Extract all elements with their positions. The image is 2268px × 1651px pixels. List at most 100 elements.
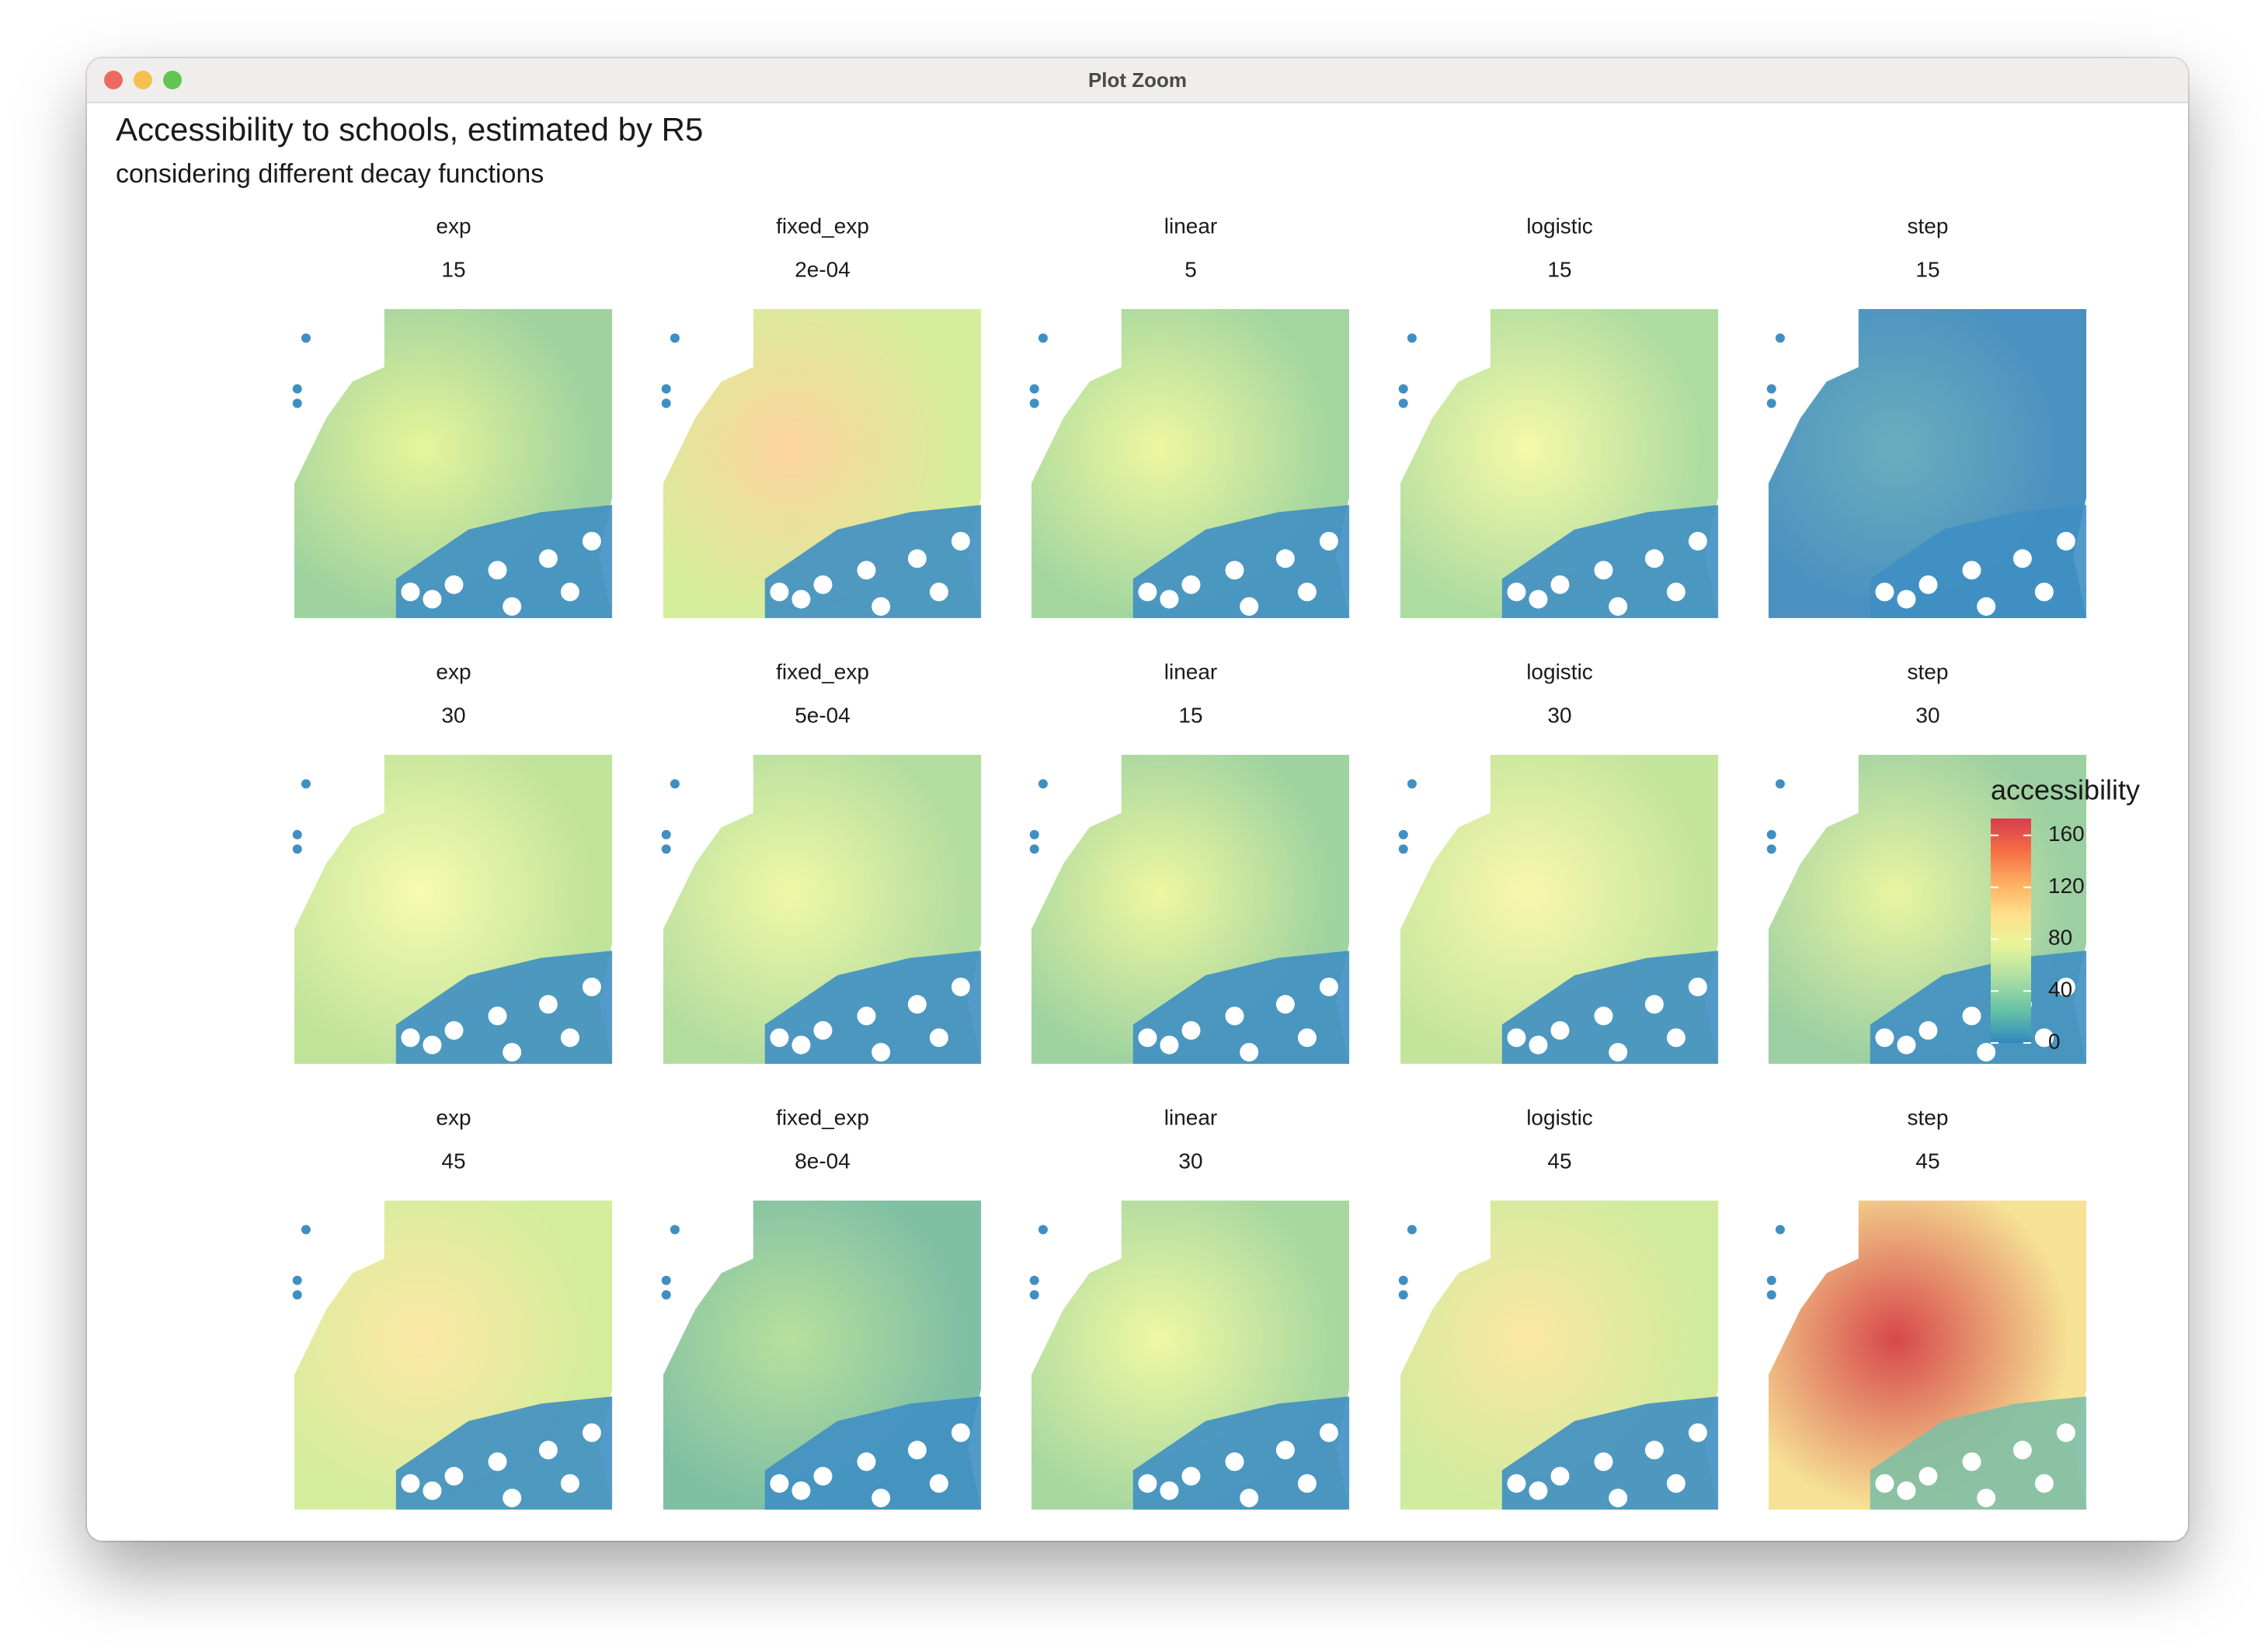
strip-label: 5 <box>1184 257 1197 281</box>
map-gap <box>560 1028 579 1048</box>
map-cell <box>661 1290 671 1300</box>
map-gap <box>1225 1452 1244 1472</box>
map-panel <box>292 1201 613 1510</box>
map-cell <box>1038 1225 1048 1235</box>
map-gap <box>1962 561 1981 580</box>
map-cell <box>670 333 680 343</box>
map-gap <box>1594 1452 1613 1472</box>
map-gap <box>582 531 601 551</box>
map-gap <box>1977 1488 1996 1507</box>
map-gap <box>1240 1042 1259 1062</box>
zoom-button[interactable] <box>163 71 182 89</box>
map-gap <box>791 1481 811 1500</box>
map-gap <box>1181 1466 1201 1486</box>
strip-label: linear <box>1164 659 1217 683</box>
strip-label: step <box>1908 659 1949 683</box>
map-gap <box>1138 582 1157 602</box>
map-gap <box>1275 995 1295 1014</box>
map-gap <box>538 549 558 568</box>
map-cell <box>301 1225 311 1235</box>
map-panel <box>1766 309 2087 618</box>
strip-label: 15 <box>1915 257 1939 281</box>
map-cell <box>1766 1275 1776 1285</box>
map-gap <box>1666 582 1685 602</box>
map-gap <box>582 1423 601 1442</box>
map-gap <box>1529 1481 1548 1500</box>
map-gap <box>2034 1028 2054 1048</box>
strip-label: 15 <box>441 257 465 281</box>
strip-label: 45 <box>1915 1149 1939 1173</box>
map-gap <box>857 561 876 580</box>
map-gap <box>488 1006 507 1026</box>
map-gap <box>1138 1474 1157 1493</box>
map-cell <box>1775 779 1785 789</box>
map-gap <box>1507 1028 1526 1048</box>
map-gap <box>1297 582 1317 602</box>
map-cell <box>292 844 302 854</box>
map-gap <box>488 1452 507 1472</box>
colorbar <box>1991 819 2031 1043</box>
map-gap <box>401 1028 420 1048</box>
map-cell <box>1029 1290 1039 1300</box>
map-cell <box>1775 333 1785 343</box>
close-button[interactable] <box>104 71 123 89</box>
map-cell <box>292 1275 302 1285</box>
map-gap <box>503 1042 522 1062</box>
map-gap <box>857 1452 876 1472</box>
minimize-button[interactable] <box>134 71 152 89</box>
map-gap <box>1897 589 1916 609</box>
map-gap <box>1275 1441 1295 1460</box>
map-gap <box>951 977 970 996</box>
map-cell <box>661 844 671 854</box>
map-gap <box>1550 1020 1570 1040</box>
map-cell <box>661 1275 671 1285</box>
map-gap <box>1160 1035 1179 1055</box>
map-panel <box>1029 1201 1350 1510</box>
map-gap <box>907 995 927 1014</box>
strip-label: linear <box>1164 214 1217 238</box>
map-gap <box>929 1028 948 1048</box>
map-panel <box>661 309 982 618</box>
map-cell <box>301 333 311 343</box>
map-panel <box>1398 755 1719 1064</box>
strip-label: step <box>1908 214 1949 238</box>
map-gap <box>791 1035 811 1055</box>
map-gap <box>791 589 811 609</box>
map-panel <box>292 755 613 1064</box>
map-gap <box>2056 977 2075 996</box>
map-gap <box>813 1466 833 1486</box>
map-gap <box>857 1006 876 1026</box>
map-cell <box>301 779 311 789</box>
map-cell <box>292 384 302 394</box>
map-cell <box>670 1225 680 1235</box>
plot-title: Accessibility to schools, estimated by R… <box>116 111 703 148</box>
map-cell <box>292 829 302 839</box>
map-gap <box>1918 1020 1938 1040</box>
map-gap <box>2034 1474 2054 1493</box>
map-gap <box>1918 1466 1938 1486</box>
map-gap <box>1319 977 1338 996</box>
map-cell <box>1407 333 1417 343</box>
strip-label: 30 <box>1915 703 1939 727</box>
map-gap <box>1688 1423 1707 1442</box>
map-gap <box>1181 575 1201 594</box>
strip-label: 2e-04 <box>795 257 850 281</box>
strip-label: logistic <box>1526 659 1593 683</box>
window-title: Plot Zoom <box>1087 68 1188 92</box>
map-gap <box>444 1466 464 1486</box>
map-gap <box>813 1020 833 1040</box>
map-panel <box>1398 309 1719 618</box>
map-gap <box>1962 1006 1981 1026</box>
strip-label: step <box>1908 1105 1949 1129</box>
map-cell <box>292 398 302 408</box>
map-gap <box>560 1474 579 1493</box>
map-gap <box>1181 1020 1201 1040</box>
map-gap <box>1962 1452 1981 1472</box>
map-gap <box>1666 1028 1685 1048</box>
strip-label: 30 <box>1547 703 1571 727</box>
map-cell <box>1766 398 1776 408</box>
map-cell <box>1029 829 1039 839</box>
map-gap <box>1138 1028 1157 1048</box>
map-gap <box>1875 1028 1894 1048</box>
map-panel <box>1398 1201 1719 1510</box>
